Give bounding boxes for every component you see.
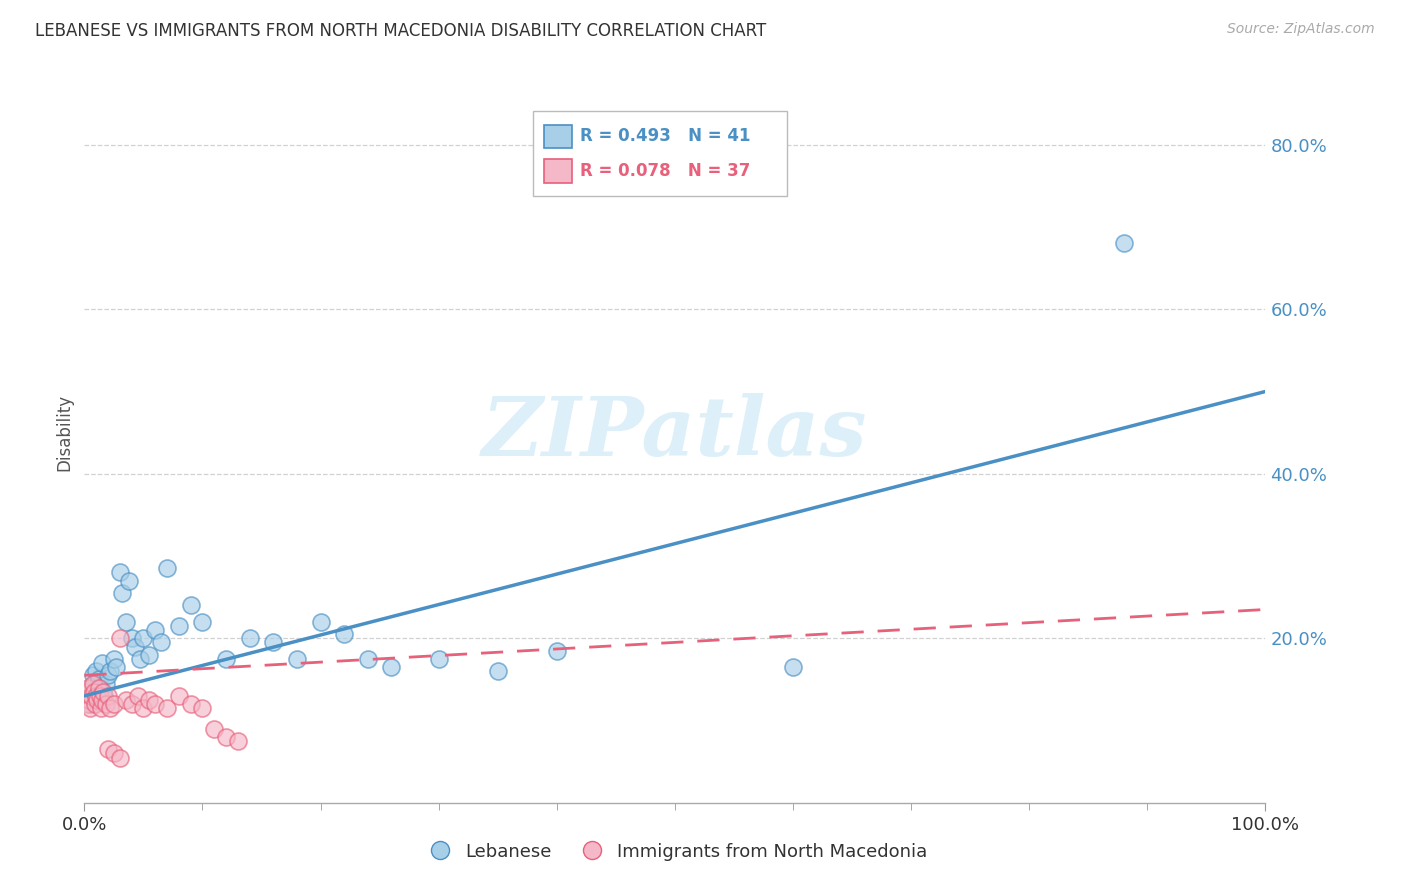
- Point: [114, 615, 136, 629]
- Point: [91, 656, 114, 670]
- Point: [150, 635, 173, 649]
- Point: [180, 697, 202, 711]
- Point: [77, 681, 100, 695]
- Point: [285, 652, 308, 666]
- Point: [262, 635, 284, 649]
- Point: [94, 697, 117, 711]
- Point: [79, 701, 101, 715]
- Point: [215, 652, 238, 666]
- Point: [156, 701, 179, 715]
- Point: [83, 676, 105, 690]
- Point: [77, 693, 100, 707]
- FancyBboxPatch shape: [533, 111, 787, 195]
- Point: [94, 676, 117, 690]
- Point: [239, 632, 262, 646]
- Point: [1112, 236, 1135, 251]
- Point: [87, 673, 110, 687]
- Text: Source: ZipAtlas.com: Source: ZipAtlas.com: [1227, 22, 1375, 37]
- Point: [782, 660, 804, 674]
- Point: [138, 693, 160, 707]
- Point: [98, 664, 121, 678]
- Point: [76, 697, 98, 711]
- Text: R = 0.078   N = 37: R = 0.078 N = 37: [581, 162, 751, 180]
- Point: [143, 697, 166, 711]
- Point: [84, 689, 107, 703]
- Point: [103, 747, 125, 761]
- Point: [156, 561, 179, 575]
- Point: [83, 685, 105, 699]
- Point: [84, 664, 107, 678]
- Point: [121, 697, 143, 711]
- Y-axis label: Disability: Disability: [55, 394, 73, 471]
- FancyBboxPatch shape: [544, 160, 572, 183]
- Point: [309, 615, 332, 629]
- Text: ZIPatlas: ZIPatlas: [482, 392, 868, 473]
- Point: [84, 697, 107, 711]
- Point: [357, 652, 380, 666]
- Point: [215, 730, 238, 744]
- Point: [380, 660, 402, 674]
- Point: [486, 664, 509, 678]
- Point: [86, 693, 108, 707]
- Point: [143, 623, 166, 637]
- Point: [132, 701, 155, 715]
- Point: [546, 643, 568, 657]
- Point: [167, 619, 190, 633]
- Point: [91, 685, 114, 699]
- Point: [167, 689, 190, 703]
- Point: [191, 701, 214, 715]
- Point: [108, 750, 131, 764]
- Point: [108, 632, 131, 646]
- Point: [90, 701, 112, 715]
- Text: R = 0.493   N = 41: R = 0.493 N = 41: [581, 128, 751, 145]
- Point: [128, 652, 150, 666]
- Point: [111, 586, 134, 600]
- Point: [98, 701, 121, 715]
- Point: [97, 689, 120, 703]
- Point: [132, 632, 155, 646]
- Point: [103, 697, 125, 711]
- Point: [138, 648, 160, 662]
- Point: [114, 693, 136, 707]
- Point: [75, 685, 97, 699]
- Point: [103, 652, 125, 666]
- Point: [108, 566, 131, 580]
- Point: [121, 632, 143, 646]
- Point: [202, 722, 225, 736]
- Point: [89, 681, 111, 695]
- Point: [333, 627, 356, 641]
- Point: [93, 689, 115, 703]
- Point: [180, 599, 202, 613]
- Point: [124, 640, 146, 654]
- Point: [82, 676, 104, 690]
- Point: [127, 689, 149, 703]
- FancyBboxPatch shape: [544, 125, 572, 148]
- Point: [89, 689, 111, 703]
- Point: [97, 742, 120, 756]
- Legend: Lebanese, Immigrants from North Macedonia: Lebanese, Immigrants from North Macedoni…: [415, 836, 935, 868]
- Text: LEBANESE VS IMMIGRANTS FROM NORTH MACEDONIA DISABILITY CORRELATION CHART: LEBANESE VS IMMIGRANTS FROM NORTH MACEDO…: [35, 22, 766, 40]
- Point: [87, 681, 110, 695]
- Point: [91, 693, 114, 707]
- Point: [226, 734, 249, 748]
- Point: [105, 660, 128, 674]
- Point: [427, 652, 450, 666]
- Point: [97, 668, 120, 682]
- Point: [80, 689, 103, 703]
- Point: [191, 615, 214, 629]
- Point: [118, 574, 141, 588]
- Point: [79, 697, 101, 711]
- Point: [82, 668, 104, 682]
